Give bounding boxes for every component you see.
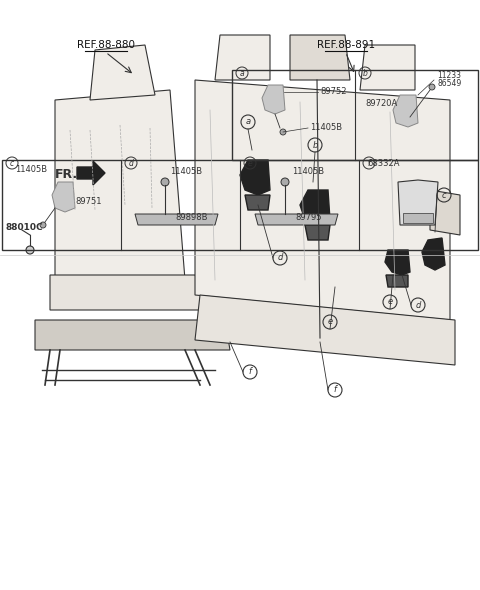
Text: f: f — [249, 368, 252, 376]
Text: REF.88-880: REF.88-880 — [77, 40, 134, 50]
Text: REF.88-891: REF.88-891 — [316, 40, 375, 50]
Text: FR.: FR. — [55, 169, 78, 182]
Bar — [232, 70, 478, 160]
Text: 89720A: 89720A — [365, 100, 397, 109]
Polygon shape — [398, 180, 438, 225]
Polygon shape — [305, 225, 330, 240]
Text: 89898B: 89898B — [175, 214, 207, 222]
Polygon shape — [135, 214, 218, 225]
Polygon shape — [90, 45, 155, 100]
Circle shape — [40, 222, 46, 228]
Polygon shape — [52, 182, 75, 212]
Polygon shape — [77, 161, 105, 185]
Text: f: f — [368, 159, 370, 168]
Polygon shape — [430, 190, 460, 235]
Text: 11233: 11233 — [437, 70, 461, 80]
Text: 68332A: 68332A — [367, 159, 399, 168]
Circle shape — [429, 84, 435, 90]
Text: d: d — [129, 159, 133, 168]
Polygon shape — [255, 214, 338, 225]
Text: c: c — [442, 191, 446, 199]
Polygon shape — [215, 35, 270, 80]
Text: 88010C: 88010C — [5, 222, 43, 231]
Text: 11405B: 11405B — [15, 166, 47, 175]
Polygon shape — [300, 190, 330, 225]
Circle shape — [161, 178, 169, 186]
Text: f: f — [334, 385, 336, 395]
Text: 11405B: 11405B — [292, 168, 324, 176]
Text: d: d — [415, 300, 420, 310]
Text: d: d — [277, 254, 283, 263]
Polygon shape — [290, 35, 350, 80]
Text: 86549: 86549 — [437, 78, 461, 87]
Polygon shape — [393, 95, 418, 127]
Polygon shape — [240, 160, 270, 195]
Polygon shape — [55, 90, 185, 280]
Polygon shape — [50, 275, 210, 310]
Polygon shape — [386, 275, 408, 287]
Polygon shape — [245, 195, 270, 210]
Text: a: a — [240, 68, 244, 77]
Polygon shape — [422, 238, 445, 270]
Text: a: a — [245, 117, 251, 126]
Text: c: c — [10, 159, 14, 168]
Text: b: b — [312, 140, 318, 149]
Circle shape — [26, 246, 34, 254]
Text: e: e — [327, 317, 333, 326]
Text: 11405B: 11405B — [170, 168, 202, 176]
Polygon shape — [195, 295, 455, 365]
Circle shape — [280, 129, 286, 135]
Text: e: e — [387, 297, 393, 306]
Polygon shape — [195, 80, 450, 320]
Polygon shape — [262, 85, 285, 114]
Circle shape — [281, 178, 289, 186]
Text: 89752: 89752 — [320, 87, 347, 97]
Text: 11405B: 11405B — [310, 123, 342, 133]
Text: 89795: 89795 — [295, 214, 322, 222]
Polygon shape — [35, 320, 230, 350]
Text: e: e — [248, 159, 252, 168]
Bar — [403, 213, 433, 223]
Polygon shape — [360, 45, 415, 90]
Polygon shape — [385, 250, 410, 275]
Text: 89751: 89751 — [75, 198, 101, 206]
Text: b: b — [362, 68, 367, 77]
Bar — [2, 160, 478, 250]
